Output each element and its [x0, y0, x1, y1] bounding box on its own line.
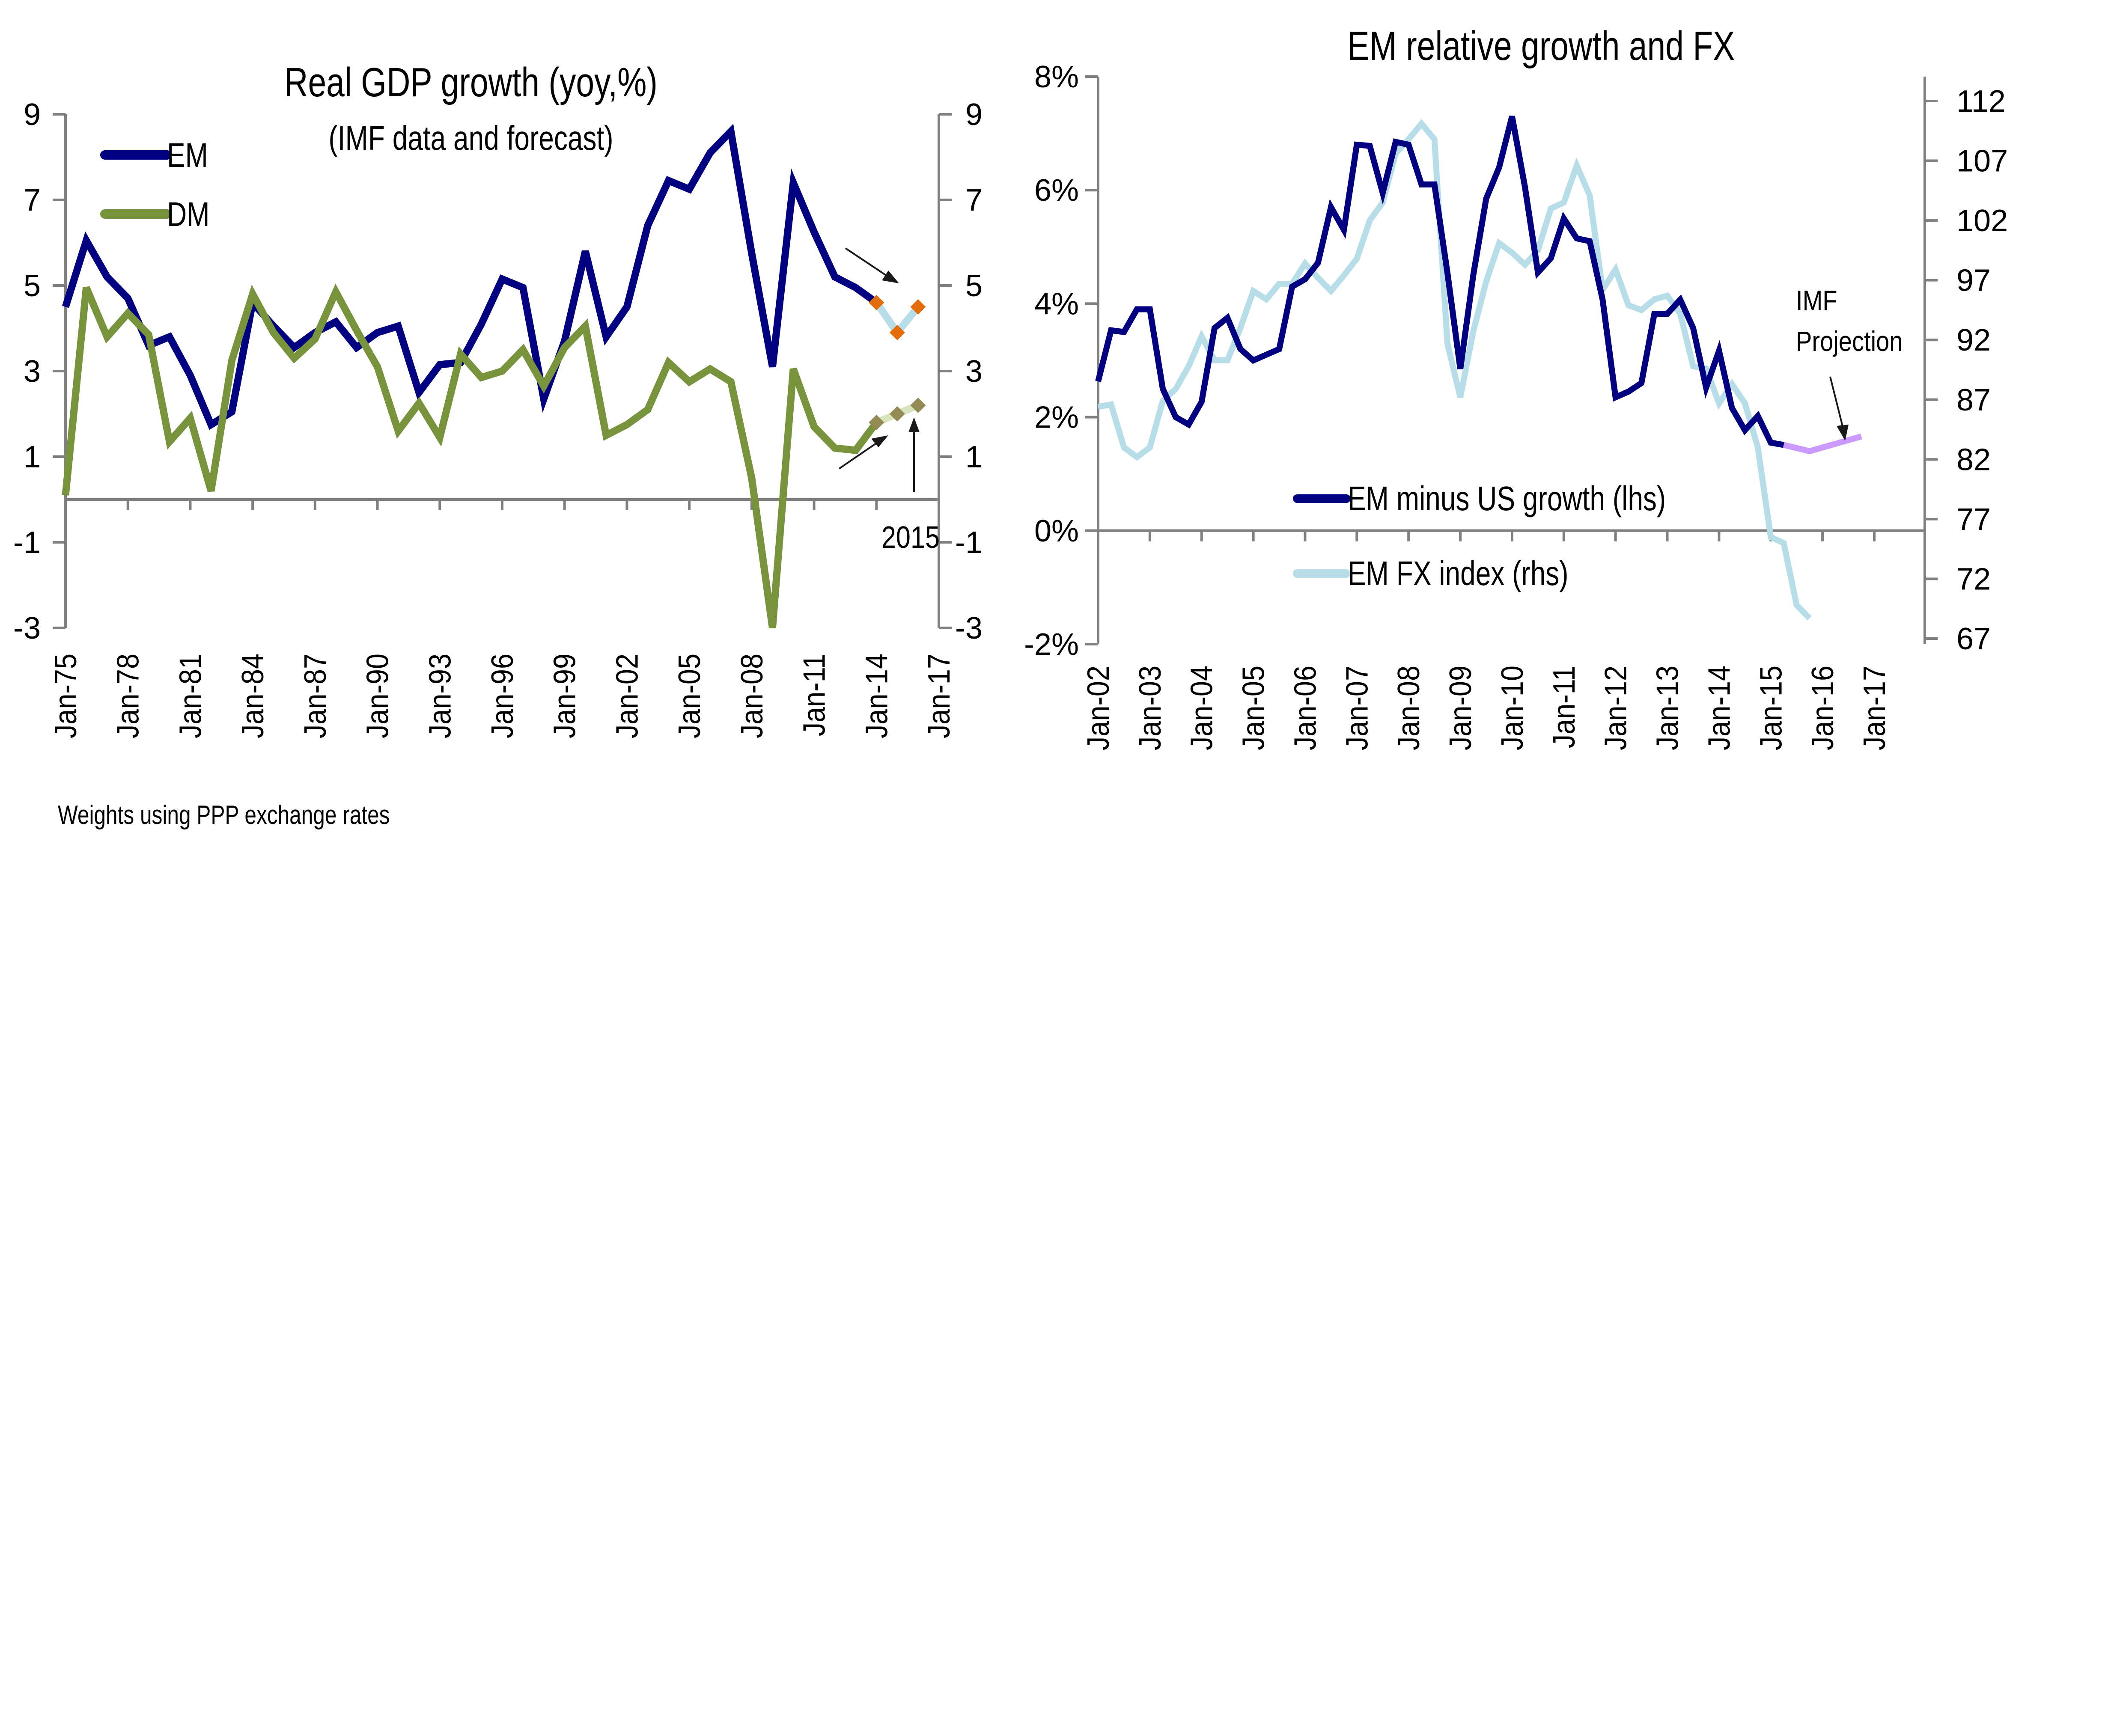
arrow-dm-forecast — [838, 440, 881, 470]
x-tick-label: Jan-11 — [797, 654, 831, 736]
y-tick-label: -1 — [13, 526, 41, 560]
imf-projection-arrow — [1829, 376, 1849, 441]
x-tick-label: Jan-87 — [298, 654, 333, 738]
y-tick-label: 1 — [24, 440, 41, 474]
forecast-marker-dm-forecast — [869, 415, 884, 430]
y-tick-label: 3 — [24, 354, 41, 389]
x-tick-label: Jan-05 — [672, 654, 707, 738]
imf-projection-label-line1: IMF — [1796, 285, 1837, 316]
legend-label-em: EM — [167, 136, 208, 174]
y2-tick-label: 5 — [965, 269, 983, 303]
x-tick-label: Jan-12 — [1598, 666, 1633, 750]
x-tick-label: Jan-17 — [1857, 666, 1892, 750]
x-tick-label: Jan-13 — [1650, 666, 1685, 750]
x-tick-label: Jan-05 — [1236, 666, 1271, 750]
y2-tick-label: 107 — [1956, 144, 2008, 178]
arrow-head-icon — [882, 271, 899, 283]
left-chart-subtitle: (IMF data and forecast) — [328, 119, 613, 157]
left-chart-title: Real GDP growth (yoy,%) — [284, 59, 658, 105]
arrow-shaft — [1829, 376, 1844, 428]
x-tick-label: Jan-93 — [423, 654, 457, 738]
y2-tick-label: 3 — [965, 354, 983, 389]
x-tick-label: Jan-81 — [173, 654, 208, 738]
arrow-em-forecast — [845, 247, 891, 279]
imf-projection-label-line2: Projection — [1796, 326, 1903, 357]
y2-tick-label: 87 — [1956, 383, 1991, 417]
forecast-marker-em-forecast — [869, 295, 884, 310]
y2-tick-label: 77 — [1956, 502, 1991, 537]
right-chart-title: EM relative growth and FX — [1348, 23, 1735, 69]
x-tick-label: Jan-07 — [1340, 666, 1374, 750]
y2-tick-label: 72 — [1956, 562, 1991, 596]
forecast-arrows-left — [838, 247, 920, 492]
y2-tick-label: 9 — [965, 98, 983, 132]
y2-tick-label: 97 — [1956, 264, 1991, 298]
y2-tick-label: 67 — [1956, 622, 1991, 656]
x-tick-label: Jan-99 — [548, 654, 582, 738]
x-tick-label: Jan-14 — [1702, 666, 1736, 750]
y-tick-label: 5 — [24, 269, 41, 303]
legend-label-em-minus-us: EM minus US growth (lhs) — [1348, 479, 1666, 517]
x-tick-label: Jan-84 — [235, 654, 270, 738]
x-tick-label: Jan-90 — [360, 654, 395, 738]
y2-tick-label: 102 — [1956, 204, 2008, 238]
x-tick-label: Jan-08 — [735, 654, 769, 738]
x-tick-label: Jan-16 — [1805, 666, 1840, 750]
left-chart-footnote: Weights using PPP exchange rates — [58, 800, 390, 830]
x-tick-label: Jan-02 — [610, 654, 644, 738]
right-chart-legend: EM minus US growth (lhs) EM FX index (rh… — [1293, 479, 1666, 593]
y-tick-label: 0% — [1034, 514, 1079, 548]
x-tick-label: Jan-17 — [922, 654, 956, 738]
em-relative-growth-fx-chart: EM relative growth and FX 8% 6% 4% 2% 0% -2% 1… — [1024, 23, 2008, 750]
x-tick-label: Jan-02 — [1081, 666, 1116, 750]
arrow-head-icon — [1837, 425, 1849, 441]
y-tick-label: 4% — [1034, 287, 1079, 321]
arrow-head-icon — [908, 417, 920, 432]
y2-tick-label: 7 — [965, 183, 983, 217]
x-tick-label: Jan-78 — [111, 654, 146, 738]
x-tick-label: Jan-14 — [859, 654, 894, 738]
y-tick-label: -2% — [1024, 627, 1079, 662]
forecast-marker-em-forecast — [910, 299, 926, 315]
left-chart-legend: EM DM — [100, 136, 210, 234]
y2-tick-label: 112 — [1956, 84, 2006, 119]
series-line-dm — [62, 283, 880, 629]
x-tick-label: Jan-10 — [1495, 666, 1530, 750]
y2-tick-label: -1 — [955, 526, 983, 560]
arrow-head-icon — [871, 435, 888, 447]
x-tick-label: Jan-04 — [1185, 666, 1219, 750]
y-tick-label: 7 — [24, 183, 41, 217]
y2-tick-label: -3 — [955, 611, 983, 645]
series-line-em-minus-us-growth-lhs — [1095, 116, 1784, 448]
x-tick-label: Jan-06 — [1288, 666, 1322, 750]
forecast-marker-em-forecast — [889, 325, 905, 340]
x-tick-label: Jan-03 — [1133, 666, 1167, 750]
forecast-marker-dm-forecast — [889, 406, 905, 422]
y-tick-label: 2% — [1034, 401, 1079, 435]
y2-tick-label: 1 — [965, 440, 983, 474]
y-tick-label: -3 — [13, 611, 41, 645]
legend-label-em-fx: EM FX index (rhs) — [1348, 554, 1569, 592]
legend-label-dm: DM — [167, 195, 210, 233]
x-tick-label: Jan-11 — [1547, 666, 1581, 748]
x-tick-label: Jan-15 — [1754, 666, 1788, 750]
y-tick-label: 8% — [1034, 60, 1079, 94]
real-gdp-growth-chart: Real GDP growth (yoy,%) (IMF data and fo… — [13, 59, 983, 829]
annotation-2015: 2015 — [881, 520, 940, 555]
x-tick-label: Jan-96 — [485, 654, 520, 738]
projection-line-imf — [1783, 433, 1862, 455]
x-tick-label: Jan-08 — [1391, 666, 1426, 750]
forecast-marker-dm-forecast — [910, 398, 926, 413]
y-tick-label: 9 — [24, 98, 41, 132]
series-line-em — [62, 124, 879, 430]
y-tick-label: 6% — [1034, 173, 1079, 208]
y2-tick-label: 92 — [1956, 323, 1991, 357]
y2-tick-label: 82 — [1956, 443, 1991, 477]
x-tick-label: Jan-75 — [48, 654, 83, 738]
series-line-em-fx-index-rhs — [1097, 119, 1812, 621]
x-tick-label: Jan-09 — [1443, 666, 1478, 750]
